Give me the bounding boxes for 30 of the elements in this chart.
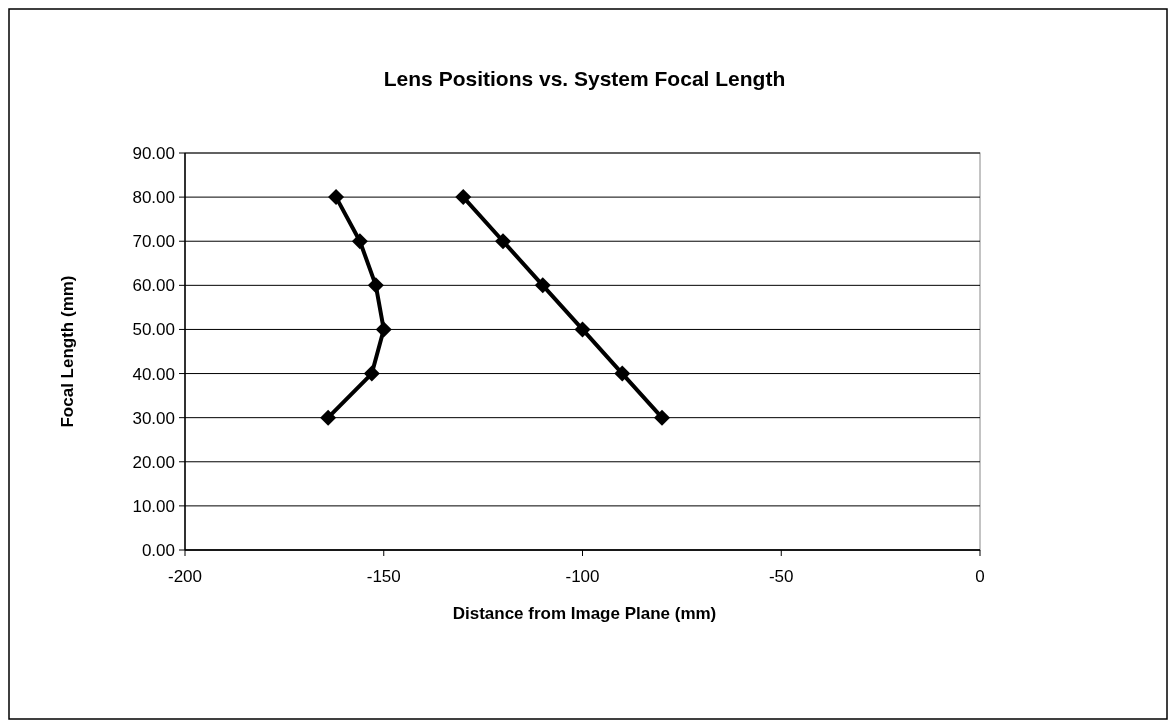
y-tick-label: 30.00 (132, 408, 175, 428)
y-tick-label: 50.00 (132, 320, 175, 340)
y-tick-label: 10.00 (132, 496, 175, 516)
x-tick-label: -200 (167, 567, 203, 586)
y-tick-label: 0.00 (141, 540, 175, 560)
x-tick-label: -100 (565, 567, 600, 586)
x-tick-label: 0 (975, 567, 985, 586)
y-tick-label: 20.00 (132, 452, 175, 472)
point (367, 277, 384, 294)
x-axis-title: Distance from Image Plane (mm) (452, 604, 717, 623)
point (351, 233, 368, 250)
point (320, 409, 337, 426)
point (363, 365, 380, 382)
point (614, 365, 631, 382)
point (375, 321, 392, 338)
x-tick-label: -150 (366, 567, 401, 586)
y-tick-label: 80.00 (132, 188, 175, 208)
x-tick-label: -50 (768, 567, 794, 586)
y-tick-label: 40.00 (132, 364, 175, 384)
point (574, 321, 591, 338)
y-tick-label: 70.00 (132, 232, 175, 252)
point (328, 189, 345, 206)
point (654, 409, 670, 426)
point (534, 277, 551, 294)
y-axis-title: Focal Length (mm) (58, 275, 77, 428)
y-tick-label: 60.00 (132, 276, 175, 296)
point (455, 189, 472, 206)
y-tick-label: 90.00 (132, 143, 175, 163)
chart-title: Lens Positions vs. System Focal Length (383, 67, 786, 90)
point (495, 233, 511, 250)
